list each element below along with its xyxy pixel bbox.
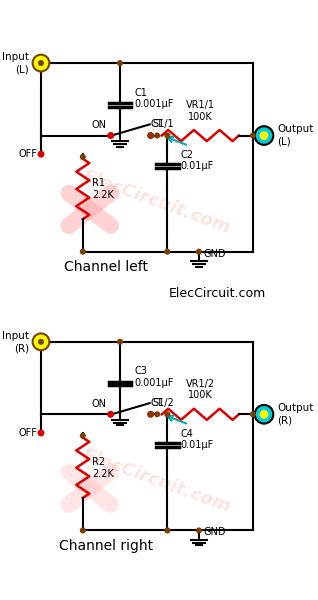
Circle shape — [80, 528, 85, 533]
Text: CT: CT — [151, 398, 163, 408]
Text: ON: ON — [92, 120, 107, 130]
Text: ElecCircuit.com: ElecCircuit.com — [169, 287, 266, 300]
Circle shape — [197, 250, 201, 254]
Text: R2
2.2K: R2 2.2K — [92, 457, 114, 479]
Circle shape — [255, 126, 273, 145]
Text: OFF: OFF — [18, 428, 37, 438]
Circle shape — [118, 61, 122, 65]
Circle shape — [148, 133, 153, 138]
Circle shape — [118, 340, 122, 344]
Circle shape — [165, 133, 170, 138]
Text: Input
(L): Input (L) — [2, 52, 29, 74]
Circle shape — [39, 340, 43, 344]
Circle shape — [260, 410, 268, 418]
Text: VR1/2
100K: VR1/2 100K — [186, 379, 215, 400]
Circle shape — [108, 133, 114, 139]
Text: CT: CT — [151, 119, 163, 129]
Circle shape — [80, 250, 85, 254]
Circle shape — [80, 155, 85, 159]
Text: C4
0.01μF: C4 0.01μF — [180, 428, 214, 450]
Text: Input
(R): Input (R) — [2, 331, 29, 353]
Circle shape — [108, 412, 114, 417]
Text: S1/1: S1/1 — [153, 119, 174, 129]
Text: GND: GND — [204, 248, 226, 259]
Text: S1/2: S1/2 — [153, 398, 174, 408]
Circle shape — [33, 55, 49, 71]
Circle shape — [165, 250, 170, 254]
Text: ON: ON — [92, 399, 107, 409]
Circle shape — [251, 133, 255, 138]
Text: GND: GND — [204, 527, 226, 537]
Text: ElecCircuit.com: ElecCircuit.com — [80, 446, 234, 517]
Text: C3
0.001μF: C3 0.001μF — [135, 367, 174, 388]
Circle shape — [197, 528, 201, 533]
Text: R1
2.2K: R1 2.2K — [92, 178, 114, 200]
Circle shape — [148, 412, 153, 416]
Circle shape — [148, 133, 153, 139]
Circle shape — [155, 133, 159, 138]
Text: C2
0.01μF: C2 0.01μF — [180, 150, 214, 172]
Circle shape — [165, 412, 170, 416]
Text: OFF: OFF — [18, 149, 37, 159]
Circle shape — [255, 405, 273, 424]
Circle shape — [260, 132, 268, 139]
Circle shape — [165, 528, 170, 533]
Circle shape — [39, 61, 43, 65]
Circle shape — [148, 412, 153, 417]
Text: ElecCircuit.com: ElecCircuit.com — [80, 167, 234, 238]
Text: Output
(R): Output (R) — [277, 403, 313, 425]
Text: Channel left: Channel left — [64, 260, 148, 274]
Circle shape — [155, 412, 159, 416]
Circle shape — [33, 334, 49, 350]
Circle shape — [38, 430, 44, 436]
Text: VR1/1
100K: VR1/1 100K — [186, 100, 215, 122]
Text: Output
(L): Output (L) — [277, 124, 313, 147]
Text: C1
0.001μF: C1 0.001μF — [135, 88, 174, 109]
Text: Channel right: Channel right — [59, 539, 153, 553]
Circle shape — [38, 151, 44, 157]
Circle shape — [251, 412, 255, 416]
Circle shape — [80, 433, 85, 438]
